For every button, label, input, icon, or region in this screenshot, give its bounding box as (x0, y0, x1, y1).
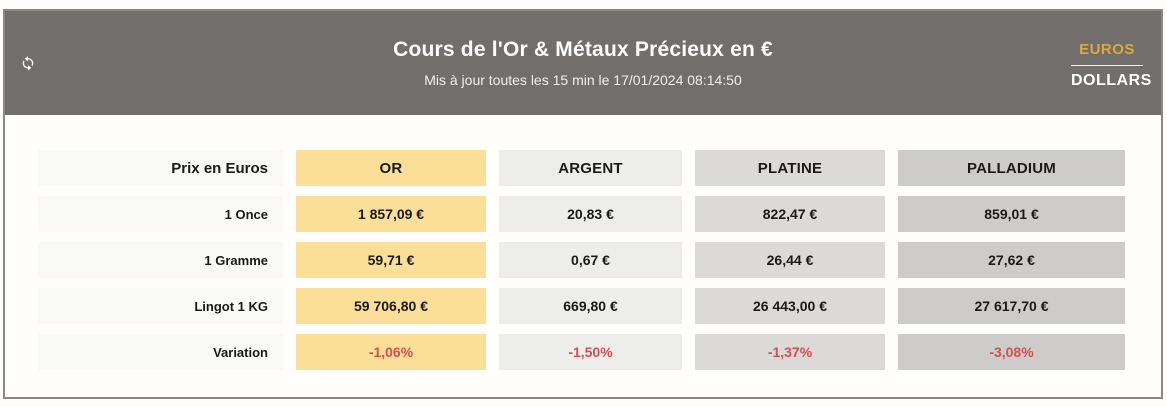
row-label-once: 1 Once (38, 196, 283, 232)
price-once-or: 1 857,09 € (296, 196, 486, 232)
refresh-icon (19, 54, 37, 77)
price-once-platine: 822,47 € (695, 196, 885, 232)
price-lingot-platine: 26 443,00 € (695, 288, 885, 324)
variation-or: -1,06% (296, 334, 486, 370)
price-gramme-platine: 26,44 € (695, 242, 885, 278)
column-header-platine: PLATINE (695, 150, 885, 186)
currency-option-euros[interactable]: EUROS (1071, 41, 1143, 66)
variation-argent: -1,50% (499, 334, 682, 370)
refresh-button[interactable] (18, 55, 38, 75)
variation-palladium: -3,08% (898, 334, 1125, 370)
row-label-variation: Variation (38, 334, 283, 370)
header-titles: Cours de l'Or & Métaux Précieux en € Mis… (5, 11, 1161, 115)
variation-platine: -1,37% (695, 334, 885, 370)
price-gramme-or: 59,71 € (296, 242, 486, 278)
price-gramme-argent: 0,67 € (499, 242, 682, 278)
price-lingot-or: 59 706,80 € (296, 288, 486, 324)
price-gramme-palladium: 27,62 € (898, 242, 1125, 278)
price-lingot-argent: 669,80 € (499, 288, 682, 324)
row-label-lingot: Lingot 1 KG (38, 288, 283, 324)
page-title: Cours de l'Or & Métaux Précieux en € (393, 38, 773, 61)
widget-header: Cours de l'Or & Métaux Précieux en € Mis… (5, 11, 1161, 115)
last-updated-text: Mis à jour toutes les 15 min le 17/01/20… (424, 72, 742, 88)
column-header-argent: ARGENT (499, 150, 682, 186)
price-once-argent: 20,83 € (499, 196, 682, 232)
table-corner-label: Prix en Euros (38, 150, 283, 186)
currency-toggle: EUROS DOLLARS (1071, 41, 1152, 90)
column-header-or: OR (296, 150, 486, 186)
price-table: Prix en Euros OR ARGENT PLATINE PALLADIU… (5, 115, 1161, 370)
row-label-gramme: 1 Gramme (38, 242, 283, 278)
gold-price-widget: Cours de l'Or & Métaux Précieux en € Mis… (3, 9, 1163, 399)
currency-option-dollars[interactable]: DOLLARS (1071, 72, 1152, 89)
price-lingot-palladium: 27 617,70 € (898, 288, 1125, 324)
column-header-palladium: PALLADIUM (898, 150, 1125, 186)
price-once-palladium: 859,01 € (898, 196, 1125, 232)
